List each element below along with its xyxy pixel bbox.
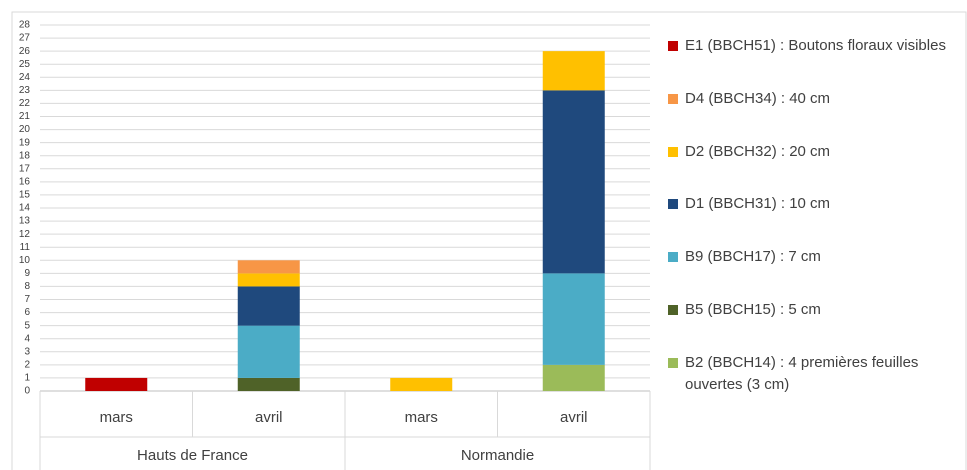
x-tick-label: avril bbox=[255, 409, 283, 426]
x-tick-label: mars bbox=[405, 409, 438, 426]
y-tick-label: 15 bbox=[19, 190, 31, 201]
y-tick-label: 13 bbox=[19, 216, 31, 227]
bar-segment bbox=[237, 286, 300, 326]
bar-segment bbox=[237, 377, 300, 391]
legend-label: E1 (BBCH51) : Boutons floraux visibles bbox=[685, 37, 946, 54]
legend-entry: D4 (BBCH34) : 40 cm bbox=[668, 88, 953, 110]
y-tick-label: 16 bbox=[19, 176, 31, 187]
y-tick-label: 7 bbox=[24, 294, 30, 305]
legend-label: D4 (BBCH34) : 40 cm bbox=[685, 89, 831, 107]
legend-label: D1 (BBCH31) : 10 cm bbox=[685, 195, 831, 213]
legend-swatch bbox=[668, 357, 678, 368]
legend-entry: B9 (BBCH17) : 7 cm bbox=[668, 246, 953, 268]
chart-border bbox=[11, 11, 967, 470]
y-tick-label: 10 bbox=[19, 255, 31, 266]
y-tick-label: 27 bbox=[19, 33, 31, 44]
legend-swatch bbox=[668, 305, 678, 315]
legend-label: D2 (BBCH32) : 20 cm bbox=[685, 142, 831, 160]
legend-swatch bbox=[668, 199, 678, 210]
legend-label: B2 (BBCH14) : 4 premières feuilles ouver… bbox=[685, 353, 919, 393]
legend-swatch bbox=[668, 146, 678, 157]
y-tick-label: 20 bbox=[19, 124, 31, 135]
y-tick-label: 3 bbox=[24, 346, 30, 357]
bar-segment bbox=[542, 90, 605, 274]
y-tick-label: 1 bbox=[24, 373, 30, 384]
group-label: Hauts de France bbox=[137, 447, 248, 464]
y-tick-label: 19 bbox=[19, 137, 31, 148]
y-tick-label: 24 bbox=[19, 72, 31, 83]
bar-segment bbox=[390, 377, 453, 391]
y-tick-label: 25 bbox=[19, 59, 31, 70]
y-tick-label: 26 bbox=[19, 46, 31, 57]
y-tick-label: 21 bbox=[19, 111, 31, 122]
legend-entry: E1 (BBCH51) : Boutons floraux visibles bbox=[668, 35, 953, 57]
legend-label: B5 (BBCH15) : 5 cm bbox=[685, 301, 821, 318]
y-tick-label: 8 bbox=[24, 281, 30, 292]
y-tick-label: 17 bbox=[19, 163, 31, 174]
bar-segment bbox=[237, 325, 300, 378]
y-tick-label: 28 bbox=[19, 20, 31, 31]
legend-swatch bbox=[668, 41, 678, 51]
group-label: Normandie bbox=[461, 447, 534, 464]
legend-swatch bbox=[668, 252, 678, 263]
bar-segment bbox=[542, 51, 605, 91]
y-tick-label: 6 bbox=[24, 307, 30, 318]
y-tick-label: 18 bbox=[19, 150, 31, 161]
y-tick-label: 0 bbox=[24, 386, 30, 397]
x-tick-label: mars bbox=[100, 409, 133, 426]
bar-segment bbox=[85, 377, 148, 391]
y-tick-label: 23 bbox=[19, 85, 31, 96]
x-tick-label: avril bbox=[560, 409, 588, 426]
legend-label: B9 (BBCH17) : 7 cm bbox=[685, 248, 821, 266]
y-tick-label: 22 bbox=[19, 98, 31, 109]
y-tick-label: 9 bbox=[24, 268, 30, 279]
legend-entry: B2 (BBCH14) : 4 premières feuilles ouver… bbox=[668, 352, 953, 396]
bar-segment bbox=[542, 273, 605, 365]
y-tick-label: 5 bbox=[24, 320, 30, 331]
y-tick-label: 14 bbox=[19, 203, 31, 214]
legend-swatch bbox=[668, 93, 678, 104]
bar-segment bbox=[542, 364, 605, 391]
y-tick-label: 12 bbox=[19, 229, 31, 240]
y-tick-label: 2 bbox=[24, 359, 30, 370]
legend-entry: D1 (BBCH31) : 10 cm bbox=[668, 193, 953, 215]
bar-segment bbox=[237, 273, 300, 287]
bar-segment bbox=[237, 260, 300, 274]
y-tick-label: 11 bbox=[20, 242, 31, 253]
legend-entry: B5 (BBCH15) : 5 cm bbox=[668, 299, 953, 321]
y-tick-label: 4 bbox=[24, 333, 30, 344]
legend-entry: D2 (BBCH32) : 20 cm bbox=[668, 141, 953, 163]
